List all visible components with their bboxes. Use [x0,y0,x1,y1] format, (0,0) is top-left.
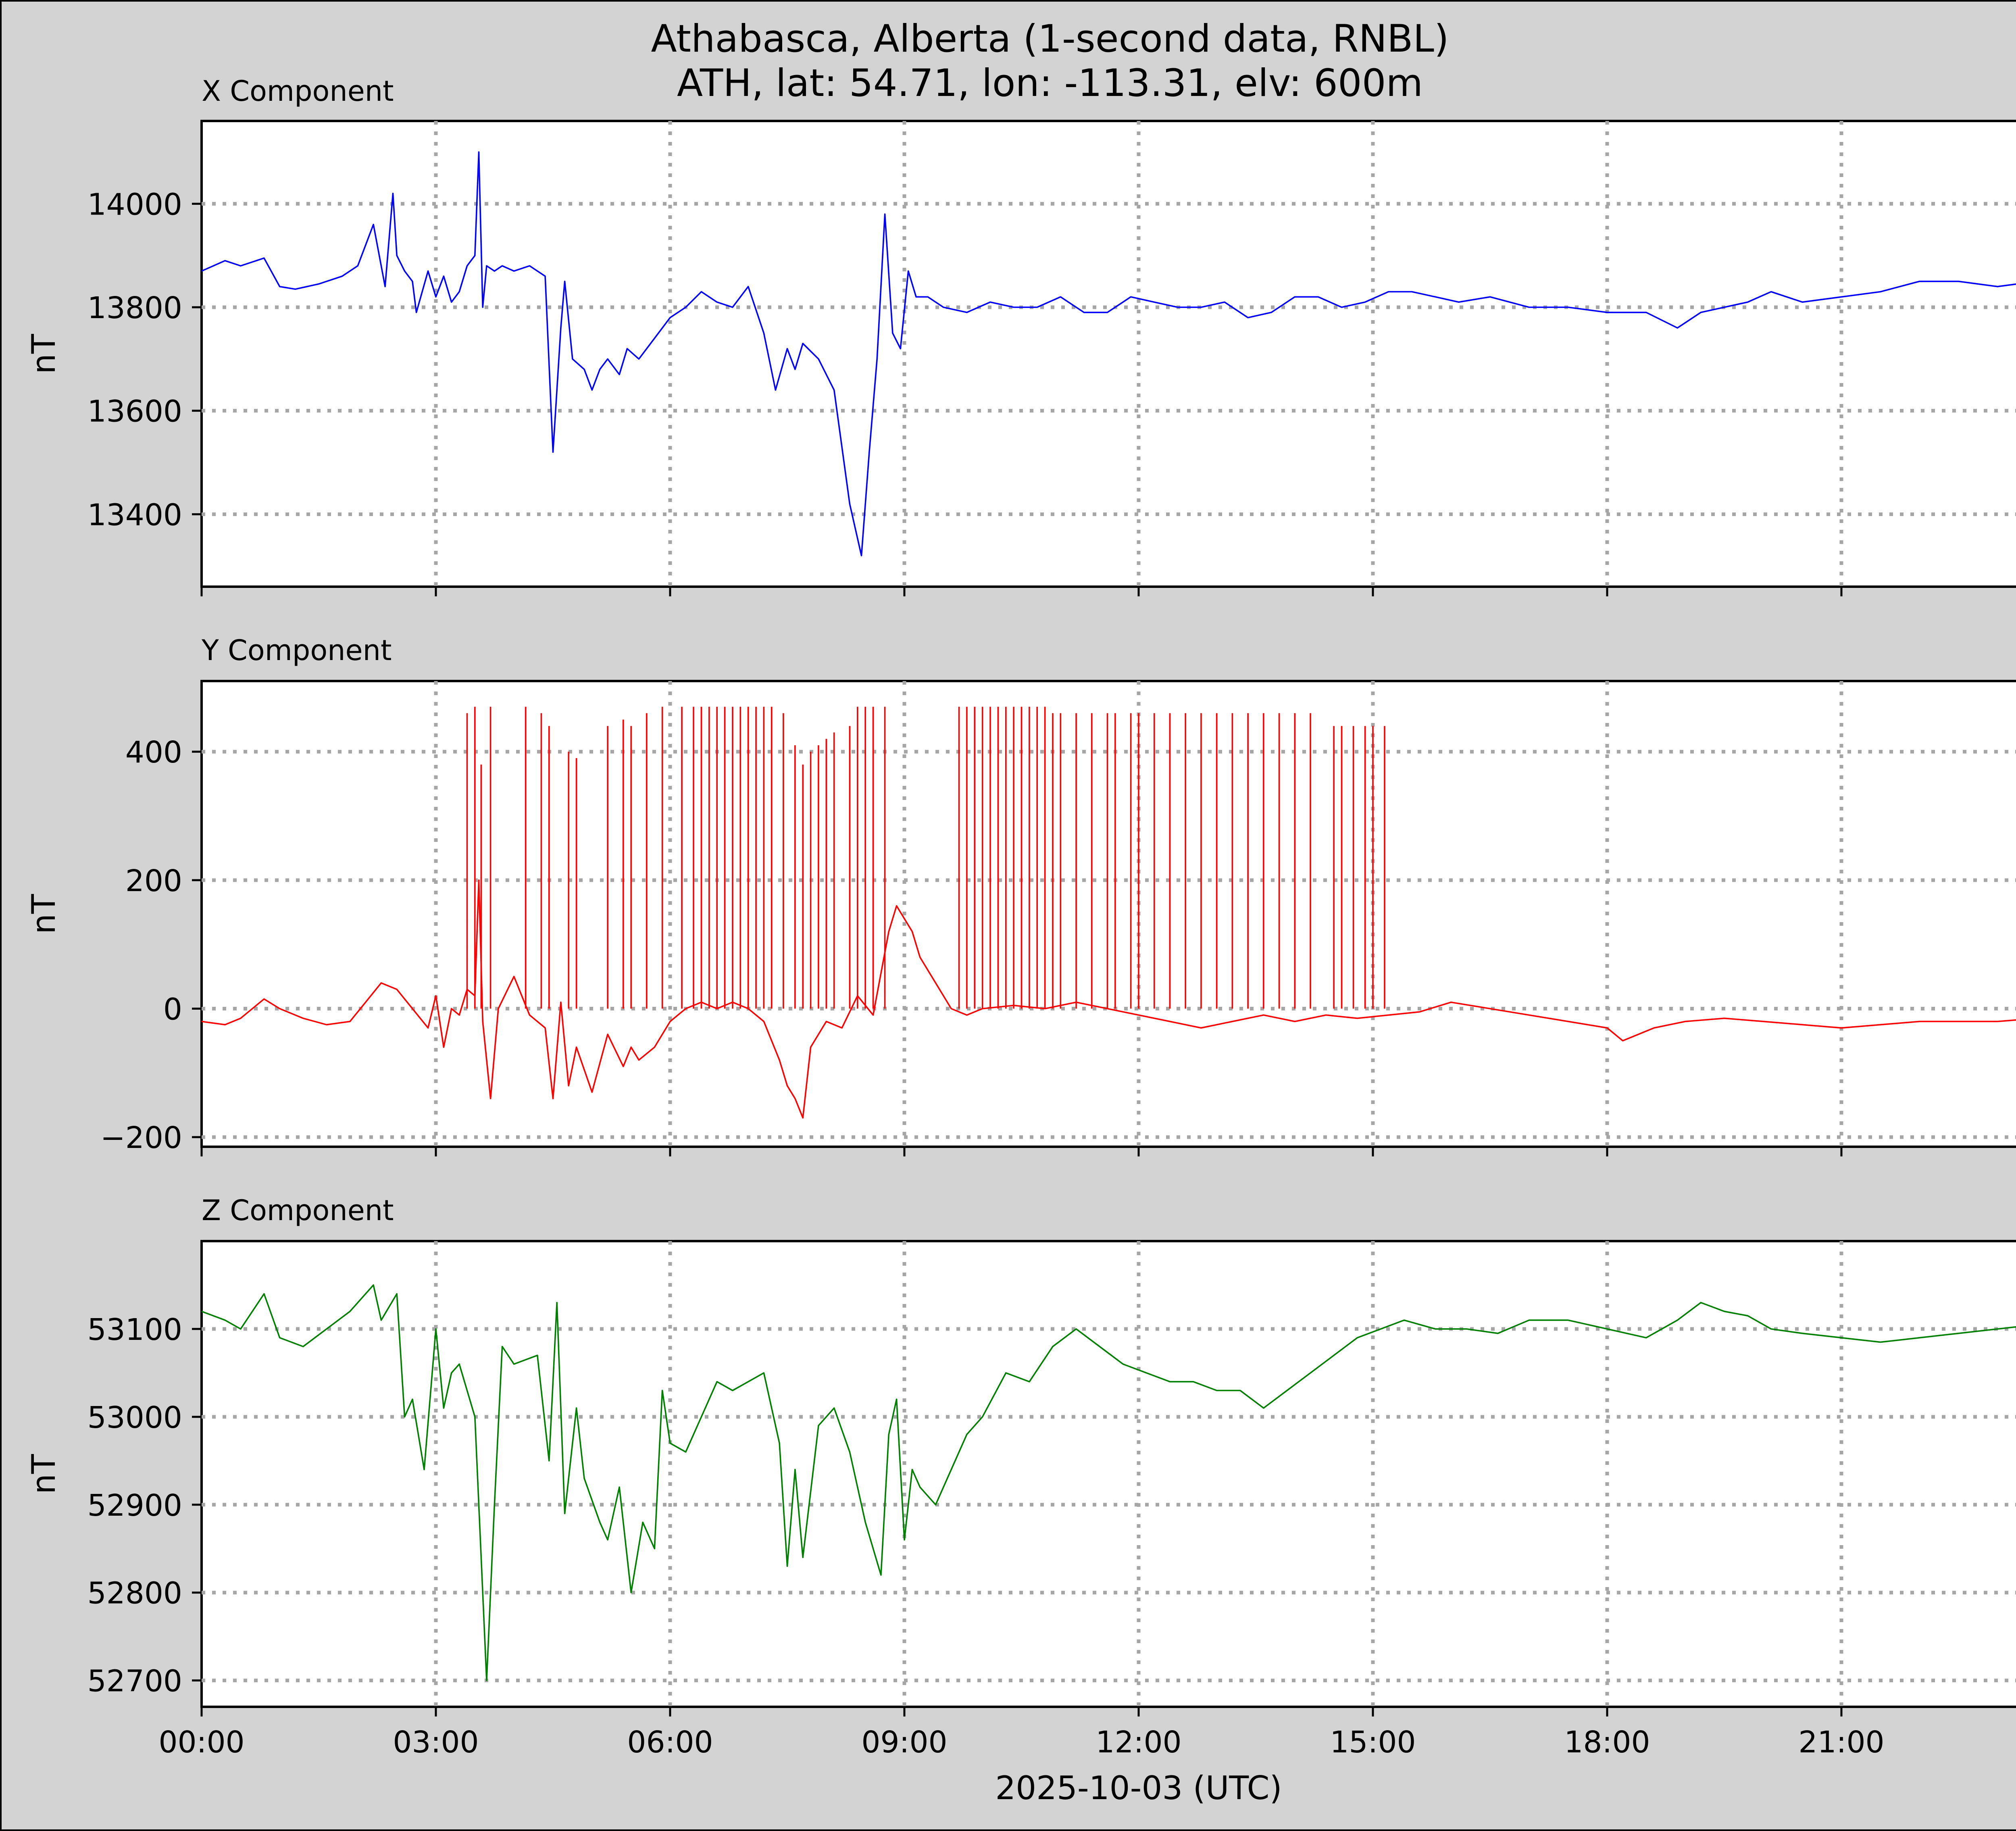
chart-subtitle: ATH, lat: 54.71, lon: -113.31, elv: 600m [677,61,1423,105]
panel-y-ylabel: nT [25,894,62,934]
panel-z-ylabel: nT [25,1454,62,1494]
x-tick-label-3: 09:00 [861,1725,947,1760]
panel-y-series-line [201,879,2016,1119]
panel-z-ytick-label-3: 53000 [87,1400,182,1435]
panel-y-ytick-label-3: 400 [125,735,182,770]
panel-z-series-line [201,1284,2016,1681]
x-tick-label-0: 00:00 [158,1725,244,1760]
panel-z: Z Component nT 52700 52800 52900 53000 53100… [25,1194,2016,1760]
panel-z-title: Z Component [202,1194,394,1227]
panel-y: Y Component nT −200 0 200 400 [25,634,2016,1156]
panel-z-ytick-label-0: 52700 [87,1664,182,1699]
panel-x-title: X Component [202,75,394,108]
x-tick-label-1: 03:00 [393,1725,479,1760]
x-tick-label-2: 06:00 [627,1725,713,1760]
panel-x-ytick-label-0: 13400 [87,498,182,532]
x-tick-label-6: 18:00 [1564,1725,1650,1760]
panel-z-plot-area [200,1240,2016,1708]
x-axis-label: 2025-10-03 (UTC) [995,1769,1282,1807]
x-tick-label-4: 12:00 [1095,1725,1181,1760]
panel-x-series-line [201,151,2016,556]
panel-x: X Component nT 13400 13600 13800 14000 [25,75,2016,596]
panel-y-ytick-label-1: 0 [163,992,182,1027]
panel-y-ytick-label-2: 200 [125,864,182,898]
panel-x-ytick-label-1: 13600 [87,394,182,429]
panel-y-ytick-label-0: −200 [100,1121,182,1155]
chart-title: Athabasca, Alberta (1-second data, RNBL) [651,17,1449,61]
panel-x-ytick-label-2: 13800 [87,291,182,325]
panel-z-ytick-label-2: 52900 [87,1488,182,1523]
panel-z-ytick-label-4: 53100 [87,1312,182,1347]
x-tick-label-7: 21:00 [1798,1725,1884,1760]
panel-x-ytick-label-3: 14000 [87,187,182,222]
panel-x-plot-area [200,120,2016,588]
panel-x-ylabel: nT [25,333,62,374]
x-tick-label-5: 15:00 [1330,1725,1416,1760]
panel-z-ytick-label-1: 52800 [87,1576,182,1611]
panel-y-title: Y Component [201,634,392,667]
